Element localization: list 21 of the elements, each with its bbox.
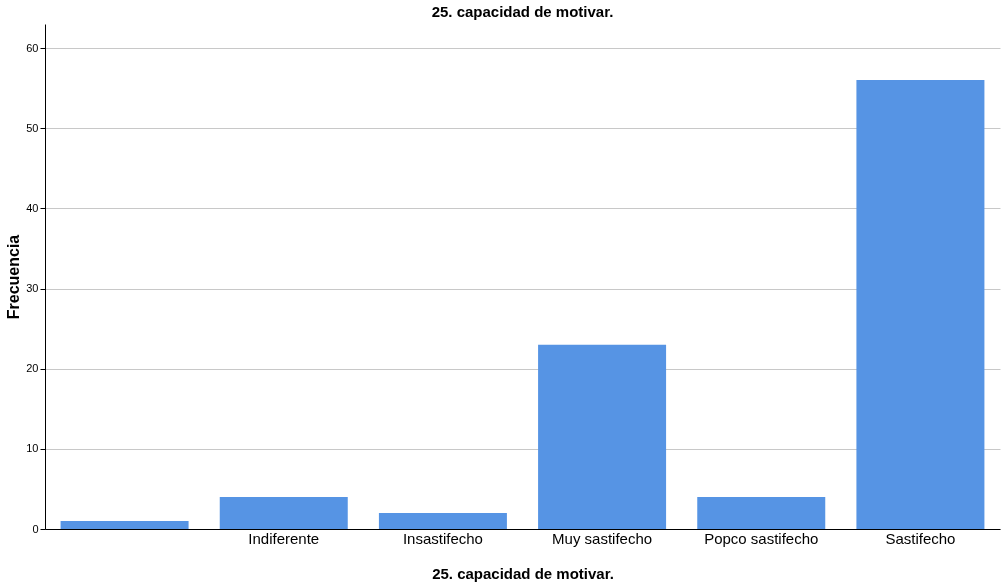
chart-title: 25. capacidad de motivar. <box>431 3 614 20</box>
y-tick-label: 50 <box>26 121 39 134</box>
bar <box>60 520 189 529</box>
y-tick-label: 0 <box>32 522 39 535</box>
x-tick-label: Indiferente <box>248 529 320 547</box>
bar <box>856 80 985 529</box>
bar <box>219 496 348 529</box>
y-axis-title: Frecuencia <box>5 234 23 320</box>
y-tick-label: 20 <box>26 362 39 375</box>
x-tick-label: Sastifecho <box>885 529 956 547</box>
y-tick-label: 10 <box>26 442 39 455</box>
bar <box>697 496 826 529</box>
x-tick-label: Insastifecho <box>402 529 483 547</box>
bar <box>378 512 507 529</box>
y-tick-label: 30 <box>26 282 39 295</box>
x-tick-label: Popco sastifecho <box>704 529 819 547</box>
bar <box>538 344 667 529</box>
y-tick-label: 40 <box>26 201 39 214</box>
x-tick-label: Muy sastifecho <box>552 529 653 547</box>
x-axis-title: 25. capacidad de motivar. <box>432 564 614 582</box>
y-tick-label: 60 <box>26 41 39 54</box>
